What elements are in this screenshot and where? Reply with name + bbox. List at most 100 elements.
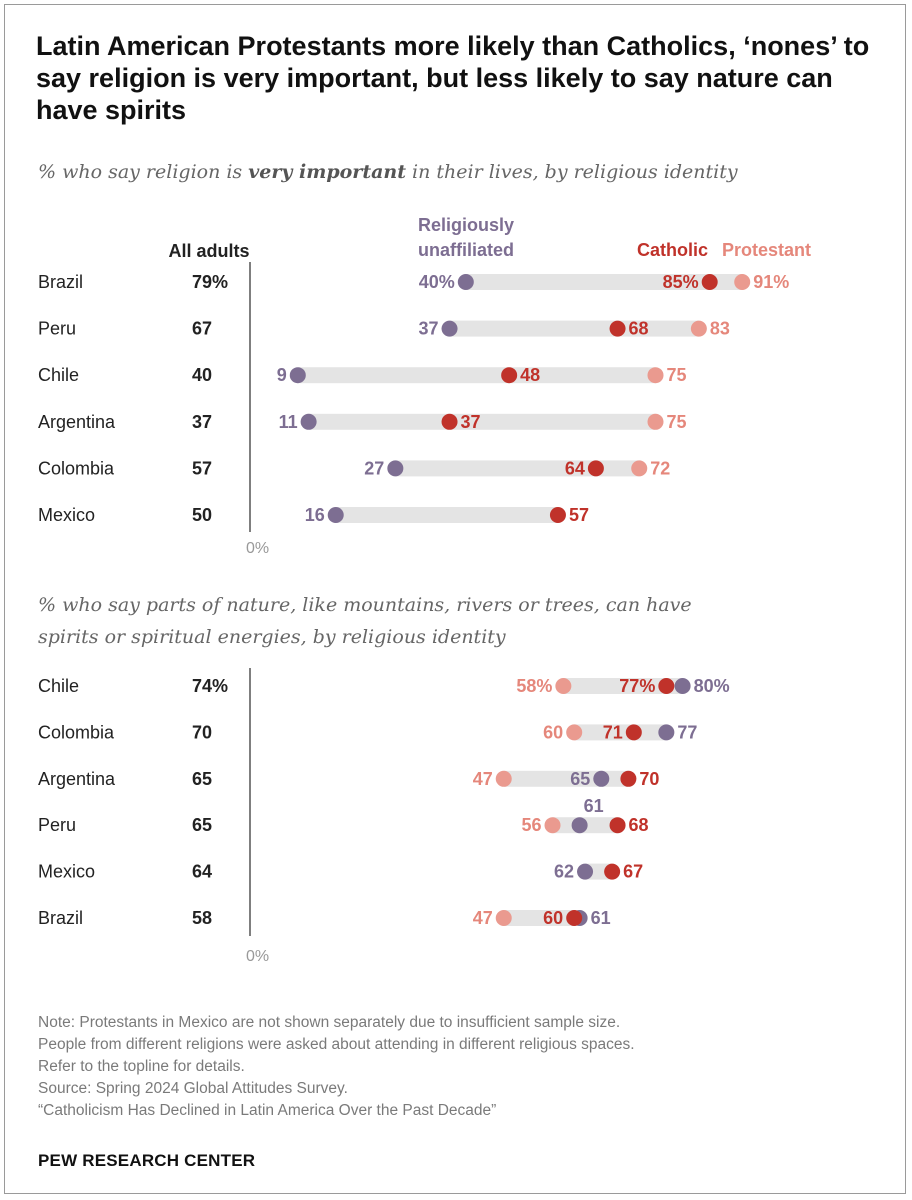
protestant-value-label: 75 xyxy=(667,412,687,432)
pew-logo: PEW RESEARCH CENTER xyxy=(38,1151,256,1170)
zero-axis-label: 0% xyxy=(246,948,269,965)
protestant-value-label: 47 xyxy=(473,769,493,789)
country-label: Peru xyxy=(38,815,76,835)
country-label: Mexico xyxy=(38,505,95,525)
protestant-value-label: 91% xyxy=(753,272,789,292)
catholic-value-label: 68 xyxy=(629,815,649,835)
catholic-dot xyxy=(609,320,626,337)
protestant-value-label: 56 xyxy=(521,815,541,835)
all-adults-header: All adults xyxy=(168,241,249,261)
country-label: Brazil xyxy=(38,908,83,928)
catholic-value-label: 57 xyxy=(569,505,589,525)
catholic-value-label: 71 xyxy=(603,722,623,742)
zero-axis-label: 0% xyxy=(246,540,269,557)
catholic-dot xyxy=(501,367,518,384)
figure-frame xyxy=(4,4,906,1194)
note-line: People from different religions were ask… xyxy=(38,1036,635,1053)
catholic-dot xyxy=(604,863,621,880)
protestant-dot xyxy=(495,910,512,926)
catholic-value-label: 70 xyxy=(639,769,659,789)
country-label: Mexico xyxy=(38,862,95,882)
unaffiliated-value-label: 61 xyxy=(591,908,611,928)
unaffiliated-value-label: 40% xyxy=(419,272,455,292)
protestant-dot xyxy=(690,320,707,337)
unaffiliated-value-label: 16 xyxy=(305,505,325,525)
all-adults-value: 79% xyxy=(192,272,228,292)
protestant-value-label: 58% xyxy=(516,676,552,696)
chart-title: Latin American Protestants more likely t… xyxy=(36,31,870,125)
source-line: Source: Spring 2024 Global Attitudes Sur… xyxy=(38,1080,348,1097)
range-bar xyxy=(449,320,699,337)
range-bar xyxy=(297,367,656,384)
country-label: Brazil xyxy=(38,272,83,292)
chart2-subtitle: % who say parts of nature, like mountain… xyxy=(38,589,692,653)
catholic-value-label: 68 xyxy=(629,319,649,339)
subtitle-text: % who say religion is xyxy=(38,161,249,183)
catholic-value-label: 77% xyxy=(619,676,655,696)
unaffiliated-dot xyxy=(300,413,317,430)
range-bar xyxy=(395,460,640,477)
catholic-value-label: 67 xyxy=(623,862,643,882)
report-title: “Catholicism Has Declined in Latin Ameri… xyxy=(38,1102,497,1119)
protestant-dot xyxy=(495,770,512,787)
unaffiliated-value-label: 65 xyxy=(570,769,590,789)
all-adults-value: 57 xyxy=(192,458,212,478)
all-adults-value: 64 xyxy=(192,862,212,882)
unaffiliated-value-label: 62 xyxy=(554,862,574,882)
range-bar xyxy=(465,274,743,290)
protestant-dot xyxy=(544,817,561,834)
country-label: Argentina xyxy=(38,769,116,789)
all-adults-value: 74% xyxy=(192,676,228,696)
protestant-dot xyxy=(566,724,583,741)
catholic-dot xyxy=(625,724,642,741)
unaffiliated-value-label: 37 xyxy=(419,319,439,339)
catholic-value-label: 48 xyxy=(520,365,540,385)
catholic-value-label: 60 xyxy=(543,908,563,928)
chart1-subtitle: % who say religion is very important in … xyxy=(38,156,738,188)
unaffiliated-value-label: 11 xyxy=(279,412,298,432)
catholic-value-label: 85% xyxy=(663,272,699,292)
catholic-dot xyxy=(441,413,458,430)
range-bar xyxy=(503,910,580,926)
unaffiliated-dot xyxy=(289,367,306,384)
legend-unaffiliated: unaffiliated xyxy=(418,240,514,260)
protestant-value-label: 60 xyxy=(543,722,563,742)
unaffiliated-dot xyxy=(593,770,610,787)
all-adults-value: 40 xyxy=(192,365,212,385)
all-adults-value: 70 xyxy=(192,722,212,742)
catholic-value-label: 64 xyxy=(565,458,585,478)
all-adults-value: 67 xyxy=(192,319,212,339)
unaffiliated-dot xyxy=(327,507,344,523)
catholic-dot xyxy=(587,460,604,477)
unaffiliated-value-label: 27 xyxy=(364,458,384,478)
country-label: Chile xyxy=(38,676,79,696)
notes: Note: Protestants in Mexico are not show… xyxy=(38,1012,635,1122)
subtitle-line: % who say parts of nature, like mountain… xyxy=(38,594,692,616)
protestant-value-label: 47 xyxy=(473,908,493,928)
all-adults-value: 65 xyxy=(192,815,212,835)
protestant-dot xyxy=(734,274,751,290)
all-adults-value: 37 xyxy=(192,412,212,432)
unaffiliated-value-label: 9 xyxy=(277,365,287,385)
range-bar xyxy=(574,724,667,741)
all-adults-value: 58 xyxy=(192,908,212,928)
range-bar xyxy=(308,413,656,430)
catholic-dot xyxy=(701,274,718,290)
all-adults-value: 50 xyxy=(192,505,212,525)
subtitle-text: in their lives, by religious identity xyxy=(406,161,738,183)
catholic-dot xyxy=(566,910,583,926)
protestant-dot xyxy=(647,367,664,384)
unaffiliated-dot xyxy=(658,724,675,741)
protestant-value-label: 72 xyxy=(650,458,670,478)
protestant-value-label: 83 xyxy=(710,319,730,339)
unaffiliated-dot xyxy=(457,274,474,290)
protestant-value-label: 75 xyxy=(667,365,687,385)
catholic-dot xyxy=(549,507,566,523)
subtitle-line: spirits or spiritual energies, by religi… xyxy=(38,626,506,648)
protestant-dot xyxy=(555,678,572,694)
legend-unaffiliated: Religiously xyxy=(418,215,514,235)
unaffiliated-value-label: 80% xyxy=(694,676,730,696)
note-line: Note: Protestants in Mexico are not show… xyxy=(38,1014,621,1031)
protestant-dot xyxy=(647,413,664,430)
